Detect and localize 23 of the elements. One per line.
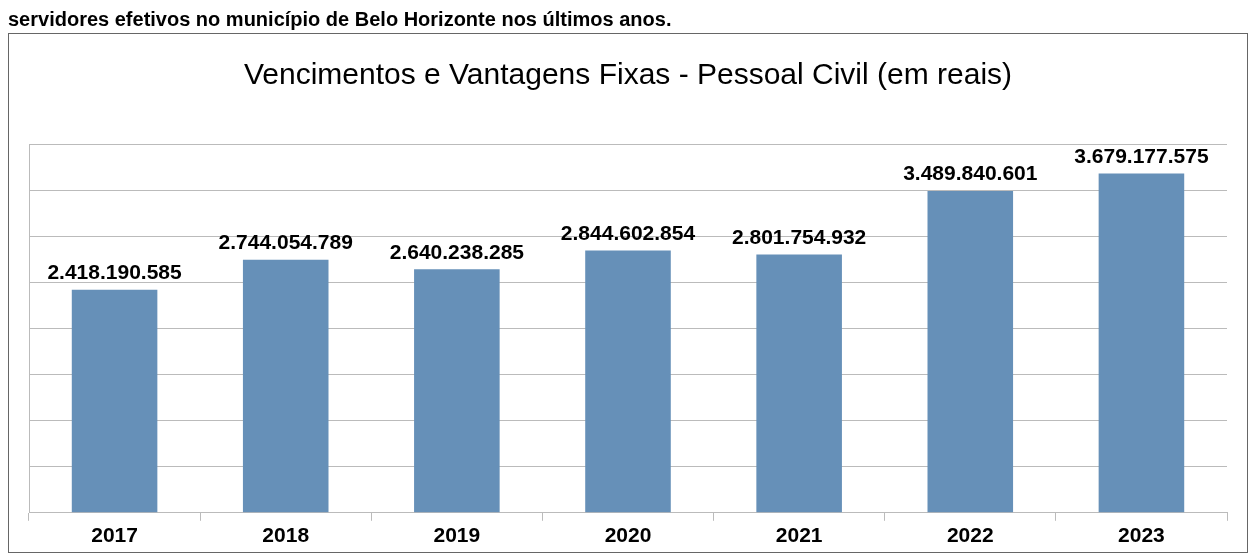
x-tick-label: 2020 [604,523,652,547]
x-tick-label: 2019 [433,523,481,547]
bar [242,259,329,513]
x-tick-label: 2017 [91,523,138,547]
data-label: 2.801.754.932 [731,224,867,248]
data-label: 2.418.190.585 [47,260,183,284]
x-tick-label: 2022 [946,523,994,547]
bar [927,191,1014,513]
x-tick-label: 2021 [775,523,823,547]
bar [756,254,842,513]
bar [1098,173,1185,513]
bar [414,269,500,513]
x-tick-label: 2018 [262,523,310,547]
bar [585,250,671,513]
x-tick-label: 2023 [1118,523,1165,547]
text: servidores efetivos no município de Belo Horizonte nos últimos anos. [8,8,673,31]
chart-title: Vencimentos e Vantagens Fixas - Pessoal Civil (em reais) [243,57,1013,91]
data-label: 2.640.238.285 [389,239,525,263]
data-label: 3.679.177.575 [1074,143,1209,167]
data-label: 2.844.602.854 [560,220,696,244]
data-label: 2.744.054.789 [218,230,353,254]
data-label: 3.489.840.601 [903,161,1038,185]
bar [71,289,158,513]
